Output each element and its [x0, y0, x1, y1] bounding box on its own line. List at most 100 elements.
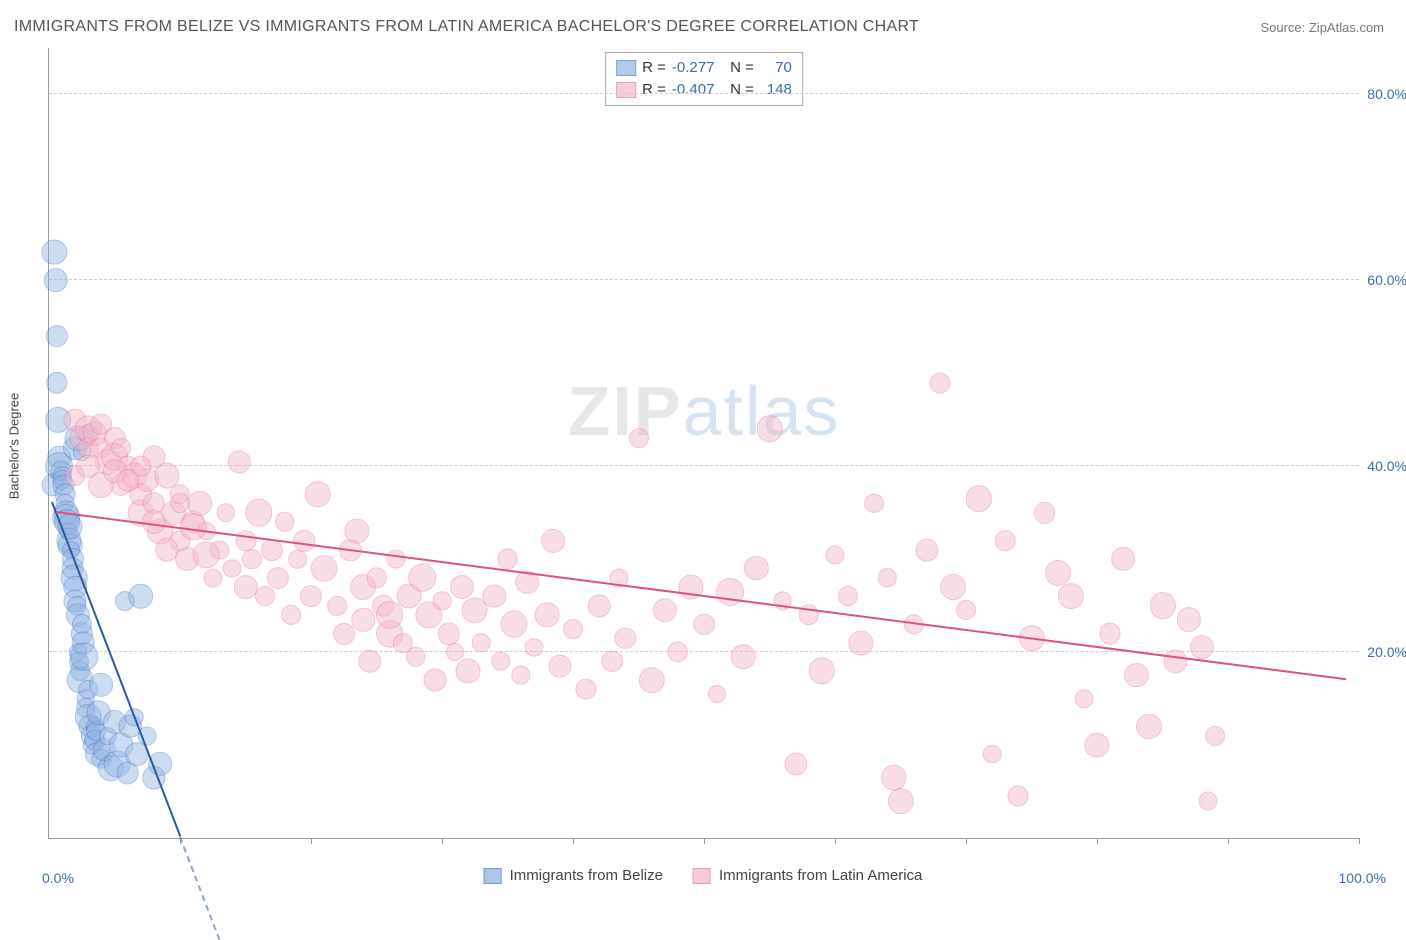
- scatter-point: [376, 601, 404, 629]
- x-tick: [573, 838, 574, 844]
- scatter-point: [497, 549, 518, 570]
- gridline: [49, 651, 1359, 652]
- scatter-point: [628, 428, 648, 448]
- x-tick: [1097, 838, 1098, 844]
- scatter-point: [344, 519, 369, 544]
- scatter-point: [940, 574, 966, 600]
- scatter-point: [424, 669, 447, 692]
- scatter-point: [1199, 791, 1218, 810]
- scatter-point: [1149, 593, 1175, 619]
- scatter-point: [653, 598, 677, 622]
- scatter-point: [255, 586, 275, 606]
- y-tick-label: 20.0%: [1363, 644, 1406, 660]
- r-label: R =: [642, 79, 666, 101]
- scatter-point: [242, 549, 262, 569]
- scatter-point: [483, 585, 506, 608]
- scatter-point: [887, 788, 913, 814]
- scatter-point: [128, 584, 154, 610]
- scatter-point: [327, 596, 347, 616]
- legend-item: Immigrants from Latin America: [693, 867, 922, 884]
- series-legend: Immigrants from Belize Immigrants from La…: [484, 867, 923, 884]
- scatter-point: [1124, 663, 1148, 687]
- legend-swatch: [484, 868, 502, 884]
- scatter-point: [406, 647, 426, 667]
- scatter-point: [1045, 560, 1071, 586]
- y-tick-label: 60.0%: [1363, 272, 1406, 288]
- scatter-point: [42, 240, 67, 265]
- r-label: R =: [642, 57, 666, 79]
- scatter-point: [267, 567, 289, 589]
- scatter-point: [615, 627, 636, 648]
- scatter-point: [366, 567, 387, 588]
- n-value: 148: [760, 79, 792, 101]
- scatter-point: [881, 765, 906, 790]
- scatter-point: [333, 623, 355, 645]
- scatter-point: [809, 657, 836, 684]
- scatter-point: [300, 585, 322, 607]
- x-tick: [966, 838, 967, 844]
- scatter-point: [693, 613, 715, 635]
- scatter-point: [1034, 502, 1056, 524]
- scatter-point: [826, 545, 845, 564]
- x-tick: [1228, 838, 1229, 844]
- scatter-point: [534, 603, 559, 628]
- scatter-point: [541, 529, 565, 553]
- scatter-point: [983, 745, 1002, 764]
- legend-label: Immigrants from Belize: [510, 867, 663, 884]
- scatter-point: [491, 652, 510, 671]
- scatter-point: [437, 622, 460, 645]
- scatter-point: [1190, 635, 1214, 659]
- scatter-point: [358, 650, 382, 674]
- scatter-point: [524, 638, 543, 657]
- scatter-point: [1058, 583, 1084, 609]
- trend-line-extrapolation: [179, 837, 220, 940]
- scatter-point: [43, 268, 67, 292]
- scatter-point: [450, 575, 474, 599]
- watermark: ZIPatlas: [568, 371, 841, 451]
- scatter-point: [281, 605, 301, 625]
- x-tick: [311, 838, 312, 844]
- scatter-point: [588, 594, 611, 617]
- scatter-point: [929, 372, 950, 393]
- scatter-point: [966, 486, 992, 512]
- scatter-point: [275, 512, 295, 532]
- gridline: [49, 93, 1359, 94]
- scatter-point: [1136, 714, 1162, 740]
- legend-swatch: [616, 60, 636, 76]
- scatter-point: [235, 530, 256, 551]
- correlation-stats-legend: R =-0.277 N =70R =-0.407 N =148: [605, 52, 803, 106]
- legend-swatch: [693, 868, 711, 884]
- scatter-point: [1111, 547, 1135, 571]
- source-attribution: Source: ZipAtlas.com: [1260, 20, 1384, 35]
- r-value: -0.407: [672, 79, 720, 101]
- legend-label: Immigrants from Latin America: [719, 867, 922, 884]
- scatter-point: [203, 568, 222, 587]
- scatter-point: [294, 530, 316, 552]
- scatter-point: [744, 556, 768, 580]
- scatter-point: [1205, 726, 1225, 746]
- stat-legend-row: R =-0.407 N =148: [616, 79, 792, 101]
- scatter-point: [956, 600, 976, 620]
- scatter-point: [472, 634, 491, 653]
- scatter-point: [352, 608, 375, 631]
- scatter-point: [193, 541, 220, 568]
- scatter-point: [245, 499, 272, 526]
- x-tick: [1359, 838, 1360, 844]
- scatter-point: [304, 481, 330, 507]
- scatter-point: [563, 619, 583, 639]
- x-tick: [442, 838, 443, 844]
- x-tick: [835, 838, 836, 844]
- scatter-point: [864, 494, 884, 514]
- scatter-point: [409, 564, 437, 592]
- scatter-point: [217, 504, 235, 522]
- scatter-point: [228, 450, 251, 473]
- scatter-point: [433, 592, 452, 611]
- scatter-point: [576, 679, 597, 700]
- scatter-point: [638, 667, 664, 693]
- legend-item: Immigrants from Belize: [484, 867, 663, 884]
- scatter-point: [708, 685, 726, 703]
- scatter-point: [1008, 786, 1029, 807]
- scatter-point: [71, 643, 98, 670]
- scatter-point: [90, 673, 114, 697]
- scatter-point: [995, 530, 1016, 551]
